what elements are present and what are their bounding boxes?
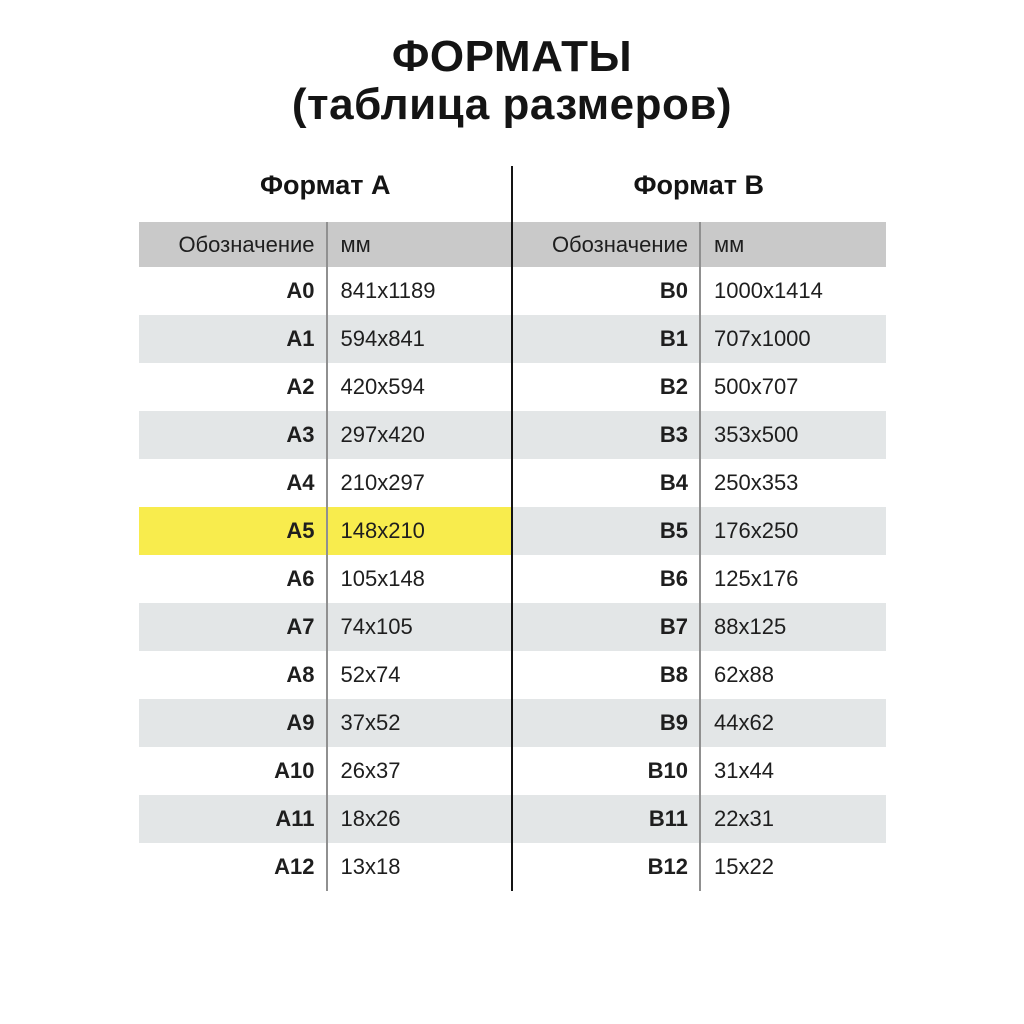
page-title: ФОРМАТЫ — [391, 32, 633, 81]
format-size-mm: 26x37 — [325, 747, 513, 795]
format-size-mm: 22x31 — [699, 795, 886, 843]
table-row: B3 353x500 — [512, 411, 886, 459]
format-designation: A9 — [286, 710, 315, 735]
table-row: B2 500x707 — [512, 363, 886, 411]
column-header-designation: Обозначение — [551, 231, 688, 257]
format-designation: B6 — [659, 566, 688, 591]
format-designation: A4 — [286, 470, 315, 495]
table-row: B1 707x1000 — [512, 315, 886, 363]
format-size-mm: 176x250 — [699, 507, 886, 555]
format-size-mm: 594x841 — [325, 315, 513, 363]
format-designation: A12 — [274, 854, 315, 879]
format-size-mm: 13x18 — [325, 843, 513, 891]
format-size-mm: 44x62 — [699, 699, 886, 747]
format-size-mm: 37x52 — [325, 699, 513, 747]
format-size-mm: 105x148 — [325, 555, 513, 603]
center-divider-line — [510, 166, 513, 891]
format-a-table: Формат А Обозначение мм A0 841x1189 A1 5… — [138, 166, 513, 891]
format-a-body: A0 841x1189 A1 594x841 A2 420x594 A — [138, 267, 513, 891]
format-size-mm: 500x707 — [699, 363, 886, 411]
format-designation: B3 — [659, 422, 688, 447]
format-size-mm: 125x176 — [699, 555, 886, 603]
table-row: B4 250x353 — [512, 459, 886, 507]
format-size-mm: 74x105 — [325, 603, 513, 651]
format-designation: A2 — [286, 374, 315, 399]
size-tables: Формат А Обозначение мм A0 841x1189 A1 5… — [138, 166, 886, 891]
format-b-body: B0 1000x1414 B1 707x1000 B2 500x707 — [512, 267, 886, 891]
table-row: B0 1000x1414 — [512, 267, 886, 315]
format-size-mm: 297x420 — [325, 411, 513, 459]
format-size-mm: 15x22 — [699, 843, 886, 891]
format-designation: B9 — [659, 710, 688, 735]
format-size-mm: 210x297 — [325, 459, 513, 507]
format-a-heading: Формат А — [259, 170, 391, 200]
format-b-header-row: Обозначение мм — [512, 222, 886, 267]
format-designation: B2 — [659, 374, 688, 399]
format-size-mm: 62x88 — [699, 651, 886, 699]
table-row: A7 74x105 — [138, 603, 513, 651]
table-row: A5 148x210 — [138, 507, 513, 555]
format-size-mm: 18x26 — [325, 795, 513, 843]
format-designation: B7 — [659, 614, 688, 639]
format-size-mm: 88x125 — [699, 603, 886, 651]
format-designation: B8 — [659, 662, 688, 687]
format-designation: A0 — [286, 278, 315, 303]
format-size-mm: 148x210 — [325, 507, 513, 555]
table-row: A11 18x26 — [138, 795, 513, 843]
table-row: A10 26x37 — [139, 747, 513, 795]
format-b-table: Формат В Обозначение мм B0 1000x1414 B1 … — [512, 166, 886, 891]
format-size-mm: 31x44 — [699, 747, 886, 795]
table-row: B10 31x44 — [512, 747, 886, 795]
format-designation: B12 — [647, 854, 688, 879]
format-designation: A7 — [286, 614, 315, 639]
format-designation: B0 — [659, 278, 688, 303]
format-designation: A8 — [286, 662, 315, 687]
table-row: B5 176x250 — [512, 507, 886, 555]
page-subtitle: (таблица размеров) — [291, 80, 733, 129]
format-designation: A11 — [275, 806, 315, 831]
table-row: A1 594x841 — [138, 315, 513, 363]
table-row: A4 210x297 — [139, 459, 513, 507]
format-designation: A3 — [286, 422, 315, 447]
format-designation: B1 — [659, 326, 688, 351]
format-designation: A5 — [286, 518, 315, 543]
format-designation: B5 — [659, 518, 688, 543]
format-size-mm: 52x74 — [325, 651, 513, 699]
table-row: A0 841x1189 — [139, 267, 513, 315]
format-size-mm: 420x594 — [325, 363, 513, 411]
table-row: B12 15x22 — [512, 843, 886, 891]
table-row: A9 37x52 — [138, 699, 513, 747]
table-row: A3 297x420 — [138, 411, 513, 459]
format-designation: B11 — [648, 806, 688, 831]
table-row: A12 13x18 — [139, 843, 513, 891]
table-row: A2 420x594 — [139, 363, 513, 411]
format-designation: B10 — [647, 758, 688, 783]
table-row: B9 44x62 — [512, 699, 886, 747]
format-designation: A1 — [286, 326, 315, 351]
format-size-mm: 250x353 — [699, 459, 886, 507]
format-size-mm: 841x1189 — [325, 267, 513, 315]
column-header-mm: мм — [325, 222, 513, 267]
format-designation: A6 — [286, 566, 315, 591]
table-row: B6 125x176 — [512, 555, 886, 603]
format-designation: A10 — [274, 758, 315, 783]
table-row: A6 105x148 — [139, 555, 513, 603]
format-size-mm: 353x500 — [699, 411, 886, 459]
format-designation: B4 — [659, 470, 688, 495]
table-row: A8 52x74 — [139, 651, 513, 699]
table-row: B11 22x31 — [512, 795, 886, 843]
title-block: ФОРМАТЫ (таблица размеров) — [0, 0, 1024, 129]
format-a-header-row: Обозначение мм — [138, 222, 513, 267]
table-row: B8 62x88 — [512, 651, 886, 699]
column-header-designation: Обозначение — [178, 231, 315, 257]
format-size-mm: 707x1000 — [699, 315, 886, 363]
format-size-mm: 1000x1414 — [699, 267, 886, 315]
format-b-heading: Формат В — [633, 170, 765, 200]
column-header-mm: мм — [699, 222, 886, 267]
table-row: B7 88x125 — [512, 603, 886, 651]
